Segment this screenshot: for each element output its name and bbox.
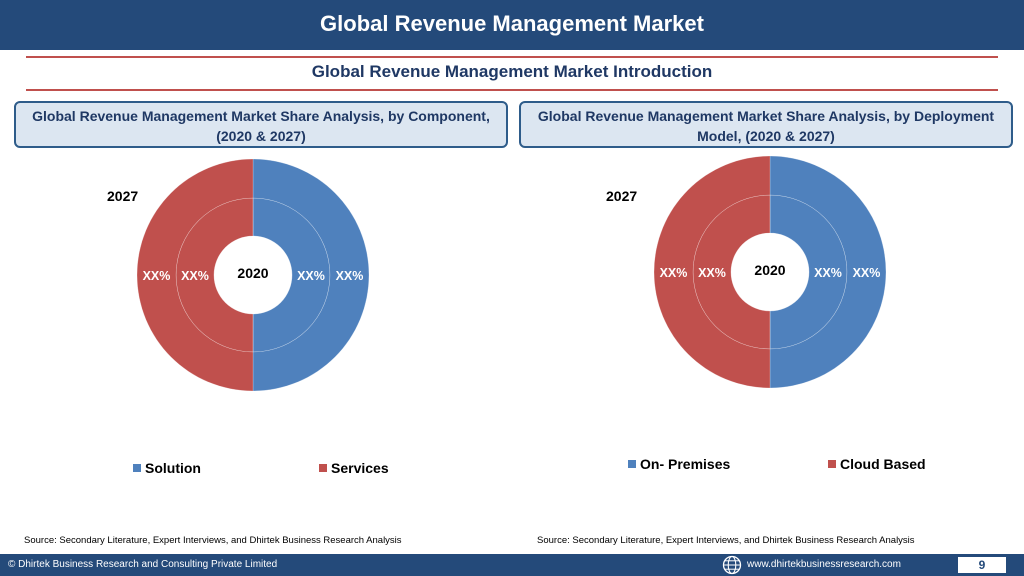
panel-heading-component: Global Revenue Management Market Share A… <box>14 101 508 148</box>
source-note: Source: Secondary Literature, Expert Int… <box>537 535 915 546</box>
year-label-inner: 2020 <box>754 262 785 278</box>
legend-label: On- Premises <box>640 456 731 472</box>
legend-item-cloud-based: Cloud Based <box>828 456 926 472</box>
data-label-2020: XX% <box>181 269 209 283</box>
divider-top <box>26 56 998 58</box>
panel-heading-deployment: Global Revenue Management Market Share A… <box>519 101 1013 148</box>
footer-bar: © Dhirtek Business Research and Consulti… <box>0 554 1024 576</box>
source-note: Source: Secondary Literature, Expert Int… <box>24 535 402 546</box>
data-label-2020: XX% <box>297 269 325 283</box>
slice-2027-solution <box>252 158 370 392</box>
legend-swatch <box>133 464 141 472</box>
year-label-outer: 2027 <box>606 188 638 204</box>
page-number: 9 <box>958 557 1006 573</box>
legend-label: Services <box>331 460 389 476</box>
legend-item-on-premises: On- Premises <box>628 456 730 472</box>
slice-2027-cloud-based <box>653 155 771 389</box>
legend-swatch <box>319 464 327 472</box>
panel-heading-text: Global Revenue Management Market Share A… <box>32 108 490 144</box>
doughnut-chart-deployment: XX% XX% XX% XX% 2020 <box>653 155 887 389</box>
year-label-inner: 2020 <box>237 265 268 281</box>
legend-swatch <box>628 460 636 468</box>
data-label-2027: XX% <box>853 266 881 280</box>
panel-heading-text: Global Revenue Management Market Share A… <box>537 108 995 144</box>
data-label-2020: XX% <box>814 266 842 280</box>
data-label-2027: XX% <box>660 266 688 280</box>
legend-item-solution: Solution <box>133 460 201 476</box>
legend-label: Cloud Based <box>840 456 926 472</box>
globe-icon <box>722 555 742 575</box>
year-label-outer: 2027 <box>107 188 139 204</box>
page-title: Global Revenue Management Market <box>320 11 704 36</box>
slice-2027-services <box>136 158 254 392</box>
doughnut-chart-component: XX% XX% XX% XX% 2020 <box>136 158 370 392</box>
legend-label: Solution <box>145 460 201 476</box>
legend-swatch <box>828 460 836 468</box>
copyright-text: © Dhirtek Business Research and Consulti… <box>8 559 278 570</box>
data-label-2020: XX% <box>698 266 726 280</box>
legend-item-services: Services <box>319 460 389 476</box>
data-label-2027: XX% <box>143 269 171 283</box>
header-bar: Global Revenue Management Market <box>0 0 1024 50</box>
slice-2027-on-premises <box>769 155 887 389</box>
website-link[interactable]: www.dhirtekbusinessresearch.com <box>747 559 901 570</box>
section-subtitle: Global Revenue Management Market Introdu… <box>311 62 713 81</box>
data-label-2027: XX% <box>336 269 364 283</box>
divider-bottom <box>26 89 998 91</box>
